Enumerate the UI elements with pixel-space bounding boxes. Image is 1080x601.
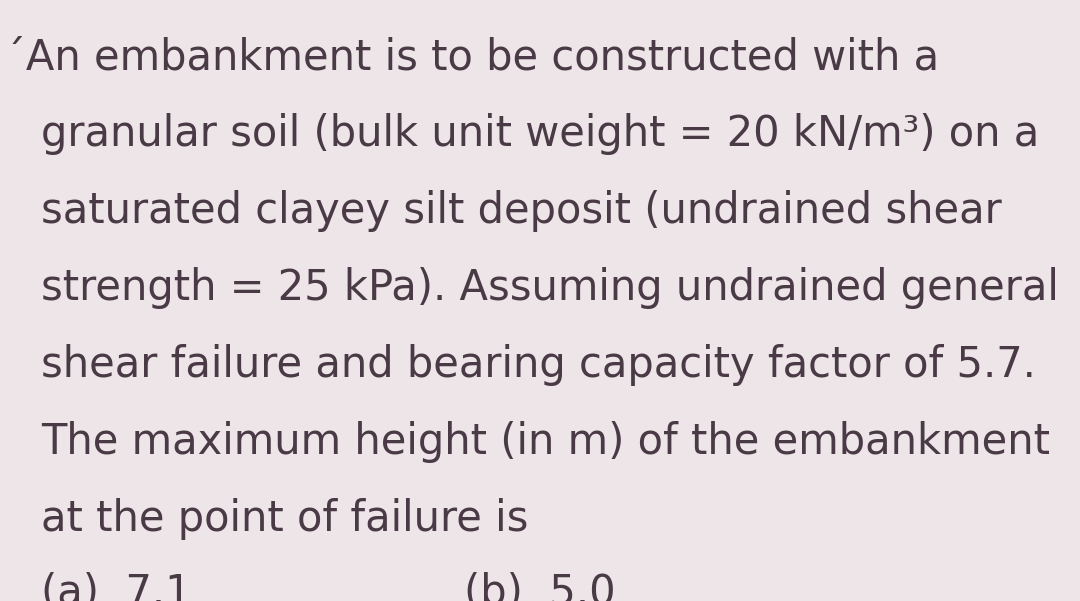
Text: The maximum height (in m) of the embankment: The maximum height (in m) of the embankm… bbox=[41, 421, 1050, 463]
Text: (a)  7.1: (a) 7.1 bbox=[41, 572, 191, 601]
Text: granular soil (bulk unit weight = 20 kN/m³) on a: granular soil (bulk unit weight = 20 kN/… bbox=[41, 113, 1039, 155]
Text: strength = 25 kPa). Assuming undrained general: strength = 25 kPa). Assuming undrained g… bbox=[41, 267, 1058, 309]
Text: shear failure and bearing capacity factor of 5.7.: shear failure and bearing capacity facto… bbox=[41, 344, 1036, 386]
Text: saturated clayey silt deposit (undrained shear: saturated clayey silt deposit (undrained… bbox=[41, 190, 1002, 232]
Text: ΄An embankment is to be constructed with a: ΄An embankment is to be constructed with… bbox=[5, 36, 940, 78]
Text: at the point of failure is: at the point of failure is bbox=[41, 498, 528, 540]
Text: (b)  5.0: (b) 5.0 bbox=[464, 572, 616, 601]
